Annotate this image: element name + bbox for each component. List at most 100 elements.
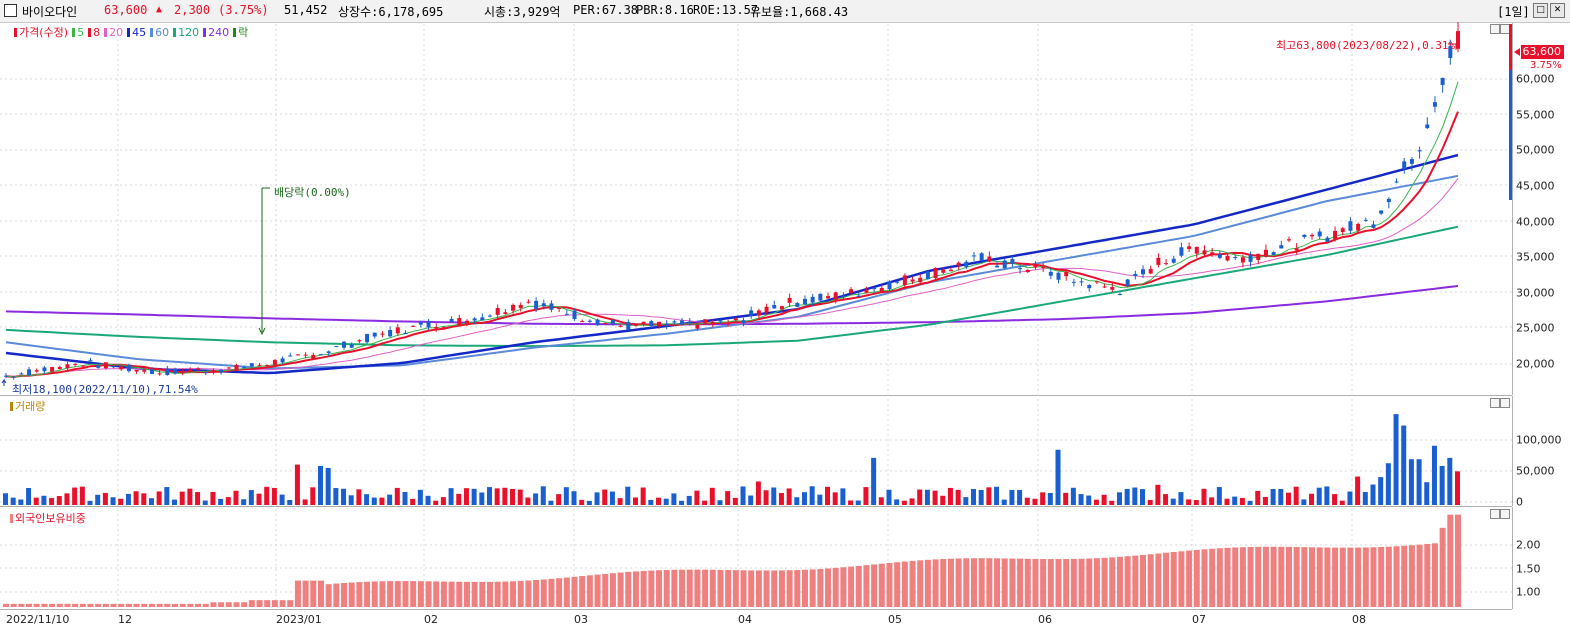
- legend-item[interactable]: 120: [173, 26, 201, 39]
- foreign-holding-bar: [133, 603, 140, 607]
- volume-bar: [494, 488, 500, 505]
- foreign-holding-bar: [271, 600, 278, 607]
- foreign-holding-bar: [302, 580, 309, 607]
- candle-body: [173, 368, 178, 374]
- y-tick-label: 40,000: [1516, 215, 1555, 228]
- candle-body: [1402, 161, 1407, 169]
- foreign-holding-bar: [1063, 559, 1070, 607]
- volume-bar: [1201, 488, 1207, 505]
- foreign-holding-bar: [95, 603, 102, 607]
- maximize-icon[interactable]: □: [1533, 3, 1548, 18]
- ma240-line: [5, 285, 1459, 326]
- volume-bar: [79, 486, 85, 505]
- volume-bar: [563, 487, 569, 505]
- volume-bar: [1078, 494, 1084, 505]
- foreign-holding-bar: [740, 570, 747, 607]
- volume-bar: [1447, 457, 1453, 505]
- volume-bar: [717, 500, 723, 505]
- volume-bar: [1224, 498, 1230, 505]
- volume-bar: [325, 467, 331, 505]
- foreign-holding-bar: [1170, 552, 1177, 607]
- foreign-holding-bar: [118, 603, 125, 607]
- candle-body: [1448, 46, 1453, 58]
- foreign-holding-bar: [3, 603, 9, 607]
- legend-item[interactable]: 8: [88, 26, 102, 39]
- price-panel[interactable]: [0, 23, 1512, 396]
- volume-bar: [317, 465, 323, 505]
- foreign-holding-bar: [1293, 546, 1300, 607]
- close-icon[interactable]: ✕: [1550, 3, 1565, 18]
- candle-body: [411, 325, 416, 327]
- foreign-holding-bar: [417, 581, 424, 607]
- legend-item[interactable]: 락: [233, 26, 250, 39]
- legend-item[interactable]: 240: [203, 26, 231, 39]
- candle-body: [219, 369, 224, 373]
- candle-body: [1248, 255, 1253, 262]
- volume-bar: [179, 491, 185, 505]
- candle-body: [349, 344, 354, 348]
- candle-body: [196, 368, 201, 370]
- candle-body: [1379, 210, 1384, 214]
- legend-item[interactable]: 20: [104, 26, 125, 39]
- panel-minimize-icon[interactable]: [1490, 24, 1500, 34]
- foreign-holding-bar: [1124, 556, 1131, 607]
- candle-body: [318, 354, 323, 356]
- panel-close-icon[interactable]: [1500, 509, 1510, 519]
- candle-body: [1079, 281, 1084, 283]
- ma60-line: [5, 174, 1459, 370]
- volume-bar: [994, 486, 1000, 505]
- panel-minimize-icon[interactable]: [1490, 509, 1500, 519]
- foreign-holding-bar: [832, 567, 839, 607]
- foreign-holding-bar: [102, 603, 109, 607]
- foreign-holding-bar: [1070, 558, 1077, 607]
- y-tick-label: 35,000: [1516, 250, 1555, 264]
- price-pointer-icon: [1514, 48, 1520, 56]
- candle-body: [96, 365, 101, 368]
- volume-bar: [1001, 499, 1007, 505]
- roe-value: ROE:13.57: [693, 3, 759, 17]
- foreign-holding-bar: [87, 603, 94, 607]
- volume-bar: [279, 494, 285, 505]
- foreign-holding-bar: [748, 570, 755, 607]
- candle-body: [1348, 221, 1353, 231]
- volume-bar: [125, 493, 131, 505]
- foreign-holding-bar: [1232, 547, 1239, 607]
- candle-body: [1179, 247, 1184, 256]
- volume-bar: [625, 486, 631, 505]
- foreign-holding-bar: [1040, 558, 1047, 607]
- candle-body: [1263, 249, 1268, 257]
- volume-bar: [49, 498, 55, 505]
- select-checkbox[interactable]: [4, 4, 17, 17]
- volume-bar: [1132, 487, 1138, 505]
- panel-minimize-icon[interactable]: [1490, 398, 1500, 408]
- volume-bar: [709, 487, 715, 505]
- foreign-holding-bar: [210, 602, 217, 607]
- legend-item[interactable]: 45: [127, 26, 148, 39]
- legend-item[interactable]: 60: [150, 26, 171, 39]
- candle-body: [103, 362, 108, 369]
- legend-item[interactable]: 가격(수정): [14, 26, 70, 39]
- foreign-holding-bar: [994, 558, 1001, 607]
- candle-body: [380, 333, 385, 335]
- volume-bar: [172, 499, 178, 505]
- y-tick-label: 60,000: [1516, 72, 1555, 86]
- foreign-holding-bar: [1362, 547, 1369, 607]
- volume-bar: [218, 498, 224, 505]
- foreign-holding-bar: [172, 603, 179, 607]
- foreign-holding-bar: [848, 566, 855, 607]
- foreign-holding-bar: [456, 581, 463, 607]
- period-selector[interactable]: [1일]: [1497, 5, 1530, 19]
- panel-close-icon[interactable]: [1500, 398, 1510, 408]
- legend-item[interactable]: 5: [72, 26, 86, 39]
- volume-bar: [1032, 498, 1038, 505]
- volume-bar: [141, 493, 147, 505]
- foreign-holding-bar: [325, 584, 332, 607]
- candle-body: [4, 375, 8, 377]
- candle-body: [511, 304, 516, 311]
- candle-body: [664, 323, 669, 326]
- foreign-holding-bar: [579, 576, 586, 607]
- volume-bar: [656, 497, 662, 505]
- volume-bar: [1293, 486, 1299, 505]
- foreign-holding-bar: [1140, 554, 1147, 607]
